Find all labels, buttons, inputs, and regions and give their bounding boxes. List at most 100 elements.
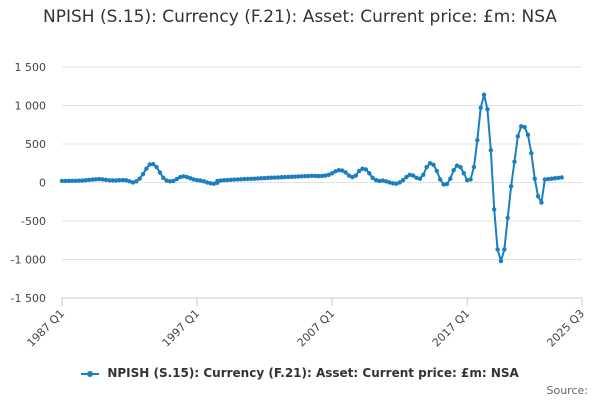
data-point <box>235 177 240 182</box>
data-point <box>194 177 200 183</box>
data-point <box>515 134 521 139</box>
data-point <box>59 178 65 184</box>
data-point <box>475 137 480 143</box>
data-point <box>147 162 152 167</box>
data-point <box>458 164 463 170</box>
data-point <box>478 105 483 111</box>
data-point <box>259 176 264 181</box>
data-point <box>269 175 274 180</box>
data-point <box>275 175 281 180</box>
data-point <box>400 177 406 183</box>
data-point <box>340 168 345 173</box>
data-point <box>296 174 301 179</box>
data-point <box>542 177 548 182</box>
data-point <box>188 176 193 181</box>
data-point <box>363 167 369 172</box>
data-point <box>532 176 537 181</box>
data-point <box>113 178 119 183</box>
data-point <box>424 164 429 170</box>
data-point <box>546 176 551 182</box>
data-point <box>451 167 456 173</box>
data-point <box>228 177 234 183</box>
data-point <box>454 163 460 168</box>
data-point <box>272 175 277 180</box>
legend-label: NPISH (S.15): Currency (F.21): Asset: Cu… <box>107 366 519 380</box>
data-point <box>441 182 446 187</box>
data-point <box>356 168 362 174</box>
data-point <box>346 173 352 178</box>
data-point <box>397 180 402 185</box>
y-axis: 1 500 1 000 500 0 -500 -1 000 -1 500 <box>11 61 46 305</box>
x-tick-label: 2025 Q3 <box>545 307 588 350</box>
grid <box>62 66 582 299</box>
data-point <box>444 181 450 187</box>
data-point <box>377 178 382 184</box>
data-point <box>123 178 129 183</box>
data-point <box>107 178 112 183</box>
data-point <box>316 173 321 179</box>
data-point <box>488 147 494 153</box>
x-tick-label: 1987 Q1 <box>25 307 68 350</box>
data-point <box>492 207 497 212</box>
data-point <box>390 181 396 186</box>
data-point <box>184 174 190 180</box>
data-point <box>323 173 328 178</box>
data-point <box>522 124 527 130</box>
data-point <box>218 178 223 183</box>
data-point <box>164 178 169 183</box>
data-point <box>204 180 210 185</box>
legend-line-marker-icon <box>81 370 100 377</box>
data-point <box>414 175 419 181</box>
x-axis: 1987 Q1 1997 Q1 2007 Q1 2017 Q1 2025 Q3 <box>25 297 588 350</box>
data-point <box>431 162 436 167</box>
data-point <box>471 164 477 170</box>
y-tick-label: 1 500 <box>15 61 47 74</box>
data-point <box>245 176 250 182</box>
data-point <box>434 168 440 174</box>
data-point <box>481 92 487 97</box>
data-point <box>103 177 109 183</box>
data-point <box>157 170 163 175</box>
data-point <box>407 172 412 177</box>
data-point <box>66 178 71 184</box>
data-point <box>387 180 392 185</box>
data-point <box>134 179 139 184</box>
data-point <box>232 177 237 182</box>
data-point <box>529 151 534 156</box>
data-point <box>461 171 467 176</box>
data-point <box>242 176 247 182</box>
data-point <box>360 166 365 171</box>
data-point <box>137 176 142 181</box>
data-point <box>171 178 176 184</box>
source-credit[interactable]: Source: <box>546 384 589 397</box>
data-point <box>410 173 416 178</box>
data-point <box>519 124 524 129</box>
data-point <box>502 247 507 252</box>
data-point <box>161 175 166 181</box>
data-point <box>265 175 271 181</box>
x-tick-label: 2007 Q1 <box>295 307 338 350</box>
data-point <box>130 180 136 185</box>
data-point <box>309 173 315 179</box>
data-point <box>512 159 517 164</box>
data-point <box>174 176 180 182</box>
data-point <box>86 177 92 183</box>
chart-title: NPISH (S.15): Currency (F.21): Asset: Cu… <box>43 7 557 27</box>
y-tick-label: -500 <box>21 215 46 228</box>
data-point <box>326 172 331 177</box>
data-point <box>90 177 95 182</box>
data-point <box>282 174 288 180</box>
data-point <box>150 161 156 167</box>
data-point <box>306 173 311 179</box>
data-point <box>508 184 514 189</box>
series-layer[interactable] <box>59 92 564 264</box>
data-point <box>333 169 338 174</box>
legend[interactable]: NPISH (S.15): Currency (F.21): Asset: Cu… <box>0 366 600 380</box>
data-point <box>394 181 399 186</box>
data-point <box>279 175 284 180</box>
x-tick-label: 2017 Q1 <box>430 307 473 350</box>
data-point <box>262 175 267 181</box>
data-point <box>83 178 88 183</box>
data-point <box>549 176 554 181</box>
data-point <box>292 174 298 179</box>
